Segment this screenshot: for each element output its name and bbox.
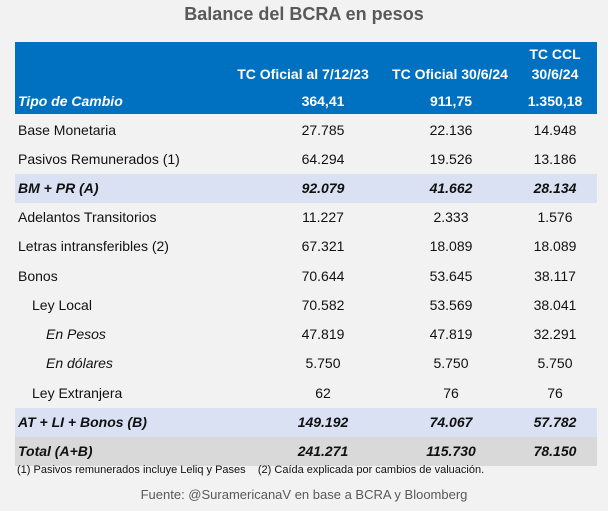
row-label: Pasivos Remunerados (1) [18,151,180,167]
cell-value: 92.079 [301,180,345,196]
tc-value: 1.350,18 [527,93,583,109]
table-row: En Pesos 47.819 47.819 32.291 [15,320,597,349]
table-row: Pasivos Remunerados (1) 64.294 19.526 13.18… [15,145,597,174]
cell-value: 149.192 [297,414,349,430]
cell-value: 18.089 [429,238,473,254]
table-row: Ley Extranjera 62 76 76 [15,379,597,408]
column-header-tc-oficial-2024: TC Oficial 30/6/24 [392,66,508,82]
cell-value: 70.644 [301,268,345,284]
cell-value: 76 [547,385,563,401]
table-row: Bonos 70.644 53.645 38.117 [15,262,597,291]
cell-value: 2.333 [433,209,469,225]
cell-value: 74.067 [429,414,473,430]
table-header: TC Oficial al 7/12/23 TC Oficial 30/6/24… [15,42,597,114]
cell-value: 41.662 [429,180,473,196]
cell-value: 38.117 [534,268,576,284]
row-label: BM + PR (A) [18,180,99,196]
row-label: Base Monetaria [18,122,117,138]
cell-value: 67.321 [301,238,345,254]
cell-value: 28.134 [533,180,577,196]
cell-value: 19.526 [429,151,473,167]
cell-value: 5.750 [433,355,469,371]
cell-value: 47.819 [429,326,473,342]
table-row: Base Monetaria 27.785 22.136 14.948 [15,116,597,145]
table-title: Balance del BCRA en pesos [184,4,424,24]
cell-value: 22.136 [429,122,473,138]
table-row: Total (A+B) 241.271 115.730 78.150 [15,437,597,466]
cell-value: 38.041 [533,297,577,313]
cell-value: 1.576 [537,209,573,225]
cell-value: 14.948 [533,122,577,138]
cell-value: 53.569 [429,297,473,313]
cell-value: 32.291 [533,326,577,342]
table-row: AT + LI + Bonos (B) 149.192 74.067 57.782 [15,408,597,437]
row-label: Bonos [18,268,58,284]
cell-value: 53.645 [429,268,473,284]
cell-value: 76 [443,385,459,401]
cell-value: 241.271 [297,443,349,459]
cell-value: 27.785 [301,122,345,138]
tc-value: 364,41 [301,93,345,109]
cell-value: 5.750 [305,355,341,371]
tc-value: 911,75 [429,93,473,109]
cell-value: 5.750 [537,355,573,371]
cell-value: 11.227 [302,209,344,225]
cell-value: 13.186 [533,151,577,167]
row-label: Letras intransferibles (2) [18,238,169,254]
cell-value: 115.730 [426,443,476,459]
row-label: Total (A+B) [18,443,93,459]
source-note: Fuente: @SuramericanaV en base a BCRA y … [140,487,468,502]
row-label: Adelantos Transitorios [18,209,157,225]
cell-value: 57.782 [533,414,577,430]
column-header-tc-oficial-2023: TC Oficial al 7/12/23 [237,66,369,82]
column-header-tc-ccl-line1: TC CCL [529,46,581,62]
cell-value: 64.294 [301,151,345,167]
table-row: BM + PR (A) 92.079 41.662 28.134 [15,174,597,203]
cell-value: 47.819 [301,326,345,342]
row-label: En Pesos [46,326,106,342]
row-label: En dólares [46,355,113,371]
row-label-tipo-de-cambio: Tipo de Cambio [18,93,123,109]
table-row: Ley Local 70.582 53.569 38.041 [15,291,597,320]
table-row: Letras intransferibles (2) 67.321 18.089 18… [15,232,597,261]
row-label: Ley Extranjera [32,385,123,401]
cell-value: 70.582 [301,297,345,313]
row-label: Ley Local [32,297,92,313]
table-row: En dólares 5.750 5.750 5.750 [15,349,597,378]
footnote: (1) Pasivos remunerados incluye Leliq y … [17,464,485,476]
cell-value: 62 [315,385,331,401]
cell-value: 18.089 [533,238,577,254]
column-header-tc-ccl-line2: 30/6/24 [531,66,579,82]
cell-value: 78.150 [533,443,577,459]
row-label: AT + LI + Bonos (B) [18,414,147,430]
table-row: Adelantos Transitorios 11.227 2.333 1.576 [15,203,597,232]
